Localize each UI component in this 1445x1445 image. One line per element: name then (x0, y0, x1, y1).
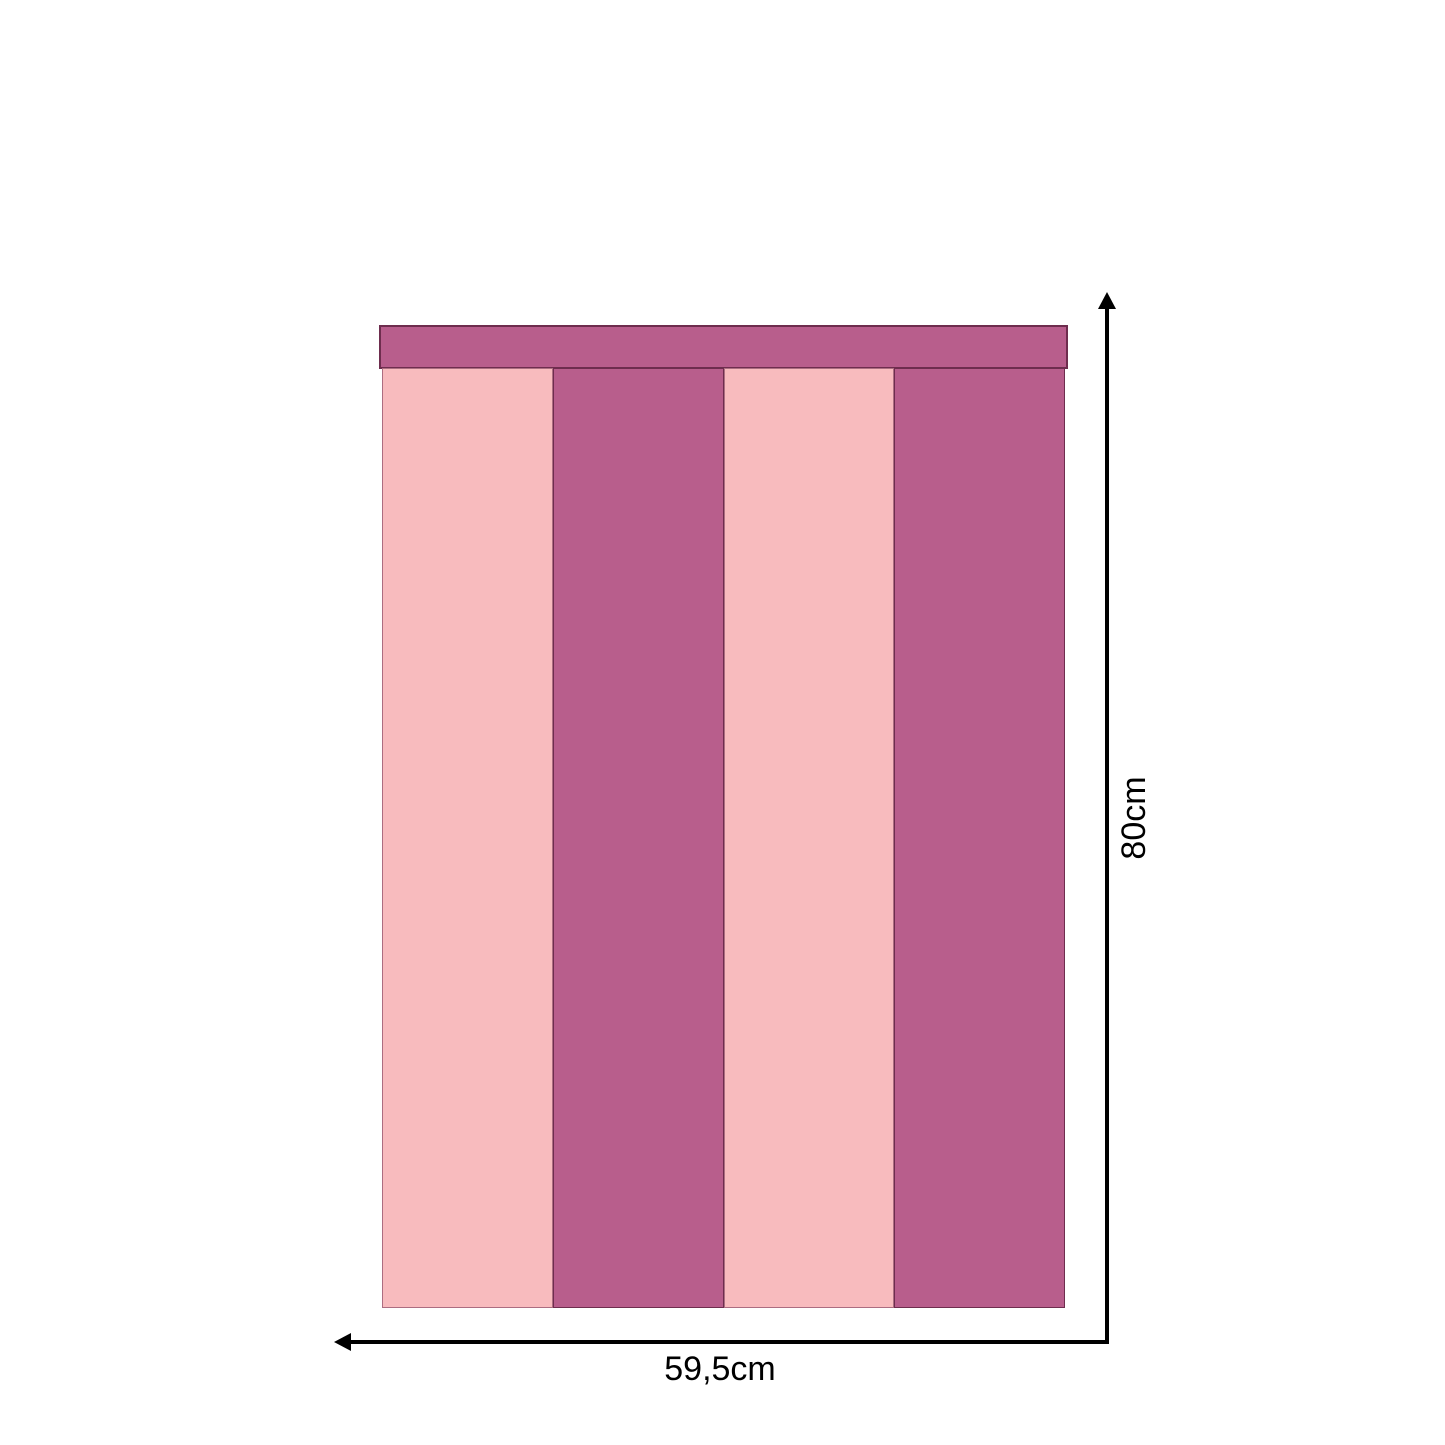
wallpaper-panel (379, 325, 1068, 1308)
height-dimension-line (1105, 304, 1109, 1344)
width-label: 59,5cm (664, 1350, 776, 1388)
left-arrow-icon (334, 1333, 351, 1351)
stripe-1 (382, 368, 553, 1308)
header-band (379, 325, 1068, 369)
stripe-3 (723, 368, 895, 1308)
up-arrow-icon (1098, 292, 1116, 309)
width-dimension-line (349, 1340, 1109, 1344)
stripe-2 (552, 368, 724, 1308)
height-label: 80cm (1115, 776, 1153, 860)
stripe-4 (894, 368, 1065, 1308)
stripe-group (382, 368, 1065, 1308)
